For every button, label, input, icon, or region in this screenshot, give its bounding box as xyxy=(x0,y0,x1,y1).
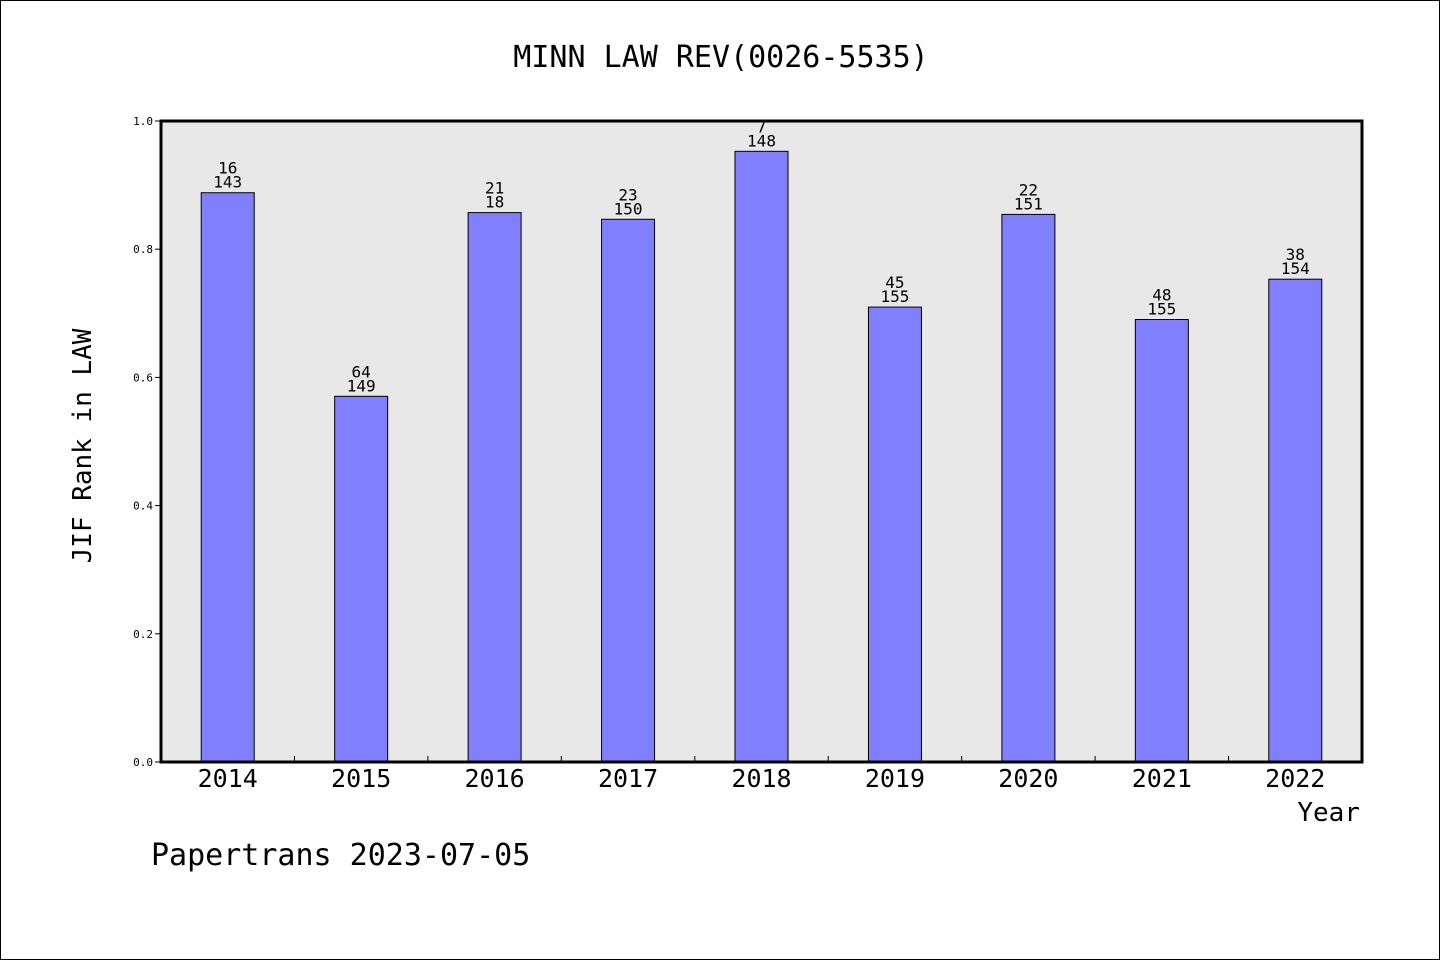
bar-total-label: 149 xyxy=(347,376,376,395)
y-tick-label: 0.6 xyxy=(133,371,153,384)
chart-title: MINN LAW REV(0026-5535) xyxy=(513,40,928,75)
footer-text: Papertrans 2023-07-05 xyxy=(151,838,530,873)
y-tick-label: 1.0 xyxy=(133,115,153,128)
bar-rank-label: 16 xyxy=(218,159,237,178)
x-tick-label: 2019 xyxy=(865,764,925,793)
bar-rank-label: 48 xyxy=(1152,286,1171,305)
x-tick-label: 2022 xyxy=(1265,764,1325,793)
x-tick-label: 2014 xyxy=(198,764,258,793)
bar-total-label: 18 xyxy=(485,193,504,212)
bar-total-label: 151 xyxy=(1014,194,1043,213)
bar xyxy=(467,212,522,763)
bar-rank-label: 21 xyxy=(485,179,504,198)
plot-frame xyxy=(159,119,1364,764)
x-tick-label: 2021 xyxy=(1132,764,1192,793)
x-tick-label: 2015 xyxy=(331,764,391,793)
bar-rank-label: 7 xyxy=(757,117,767,136)
y-tick-label: 0.8 xyxy=(133,243,153,256)
bar xyxy=(200,192,255,763)
bar xyxy=(334,395,389,763)
bar-total-label: 154 xyxy=(1281,259,1310,278)
bar xyxy=(867,306,922,763)
bar-total-label: 143 xyxy=(213,173,242,192)
bar-rank-label: 38 xyxy=(1286,245,1305,264)
y-tick-label: 0.0 xyxy=(133,756,153,769)
bar xyxy=(734,150,789,763)
x-tick-label: 2016 xyxy=(465,764,525,793)
y-axis-title: JIF Rank in LAW xyxy=(68,328,98,563)
bar-total-label: 150 xyxy=(614,199,643,218)
bar xyxy=(1001,213,1056,763)
y-tick-label: 0.2 xyxy=(133,628,153,641)
bar-rank-label: 45 xyxy=(885,273,904,292)
bar-rank-label: 23 xyxy=(618,185,637,204)
bar-rank-label: 22 xyxy=(1019,180,1038,199)
bar-rank-label: 64 xyxy=(352,362,371,381)
x-tick-label: 2018 xyxy=(731,764,791,793)
bar xyxy=(1268,278,1323,763)
x-axis-title: Year xyxy=(1297,798,1360,828)
bar-total-label: 155 xyxy=(1147,300,1176,319)
x-tick-label: 2017 xyxy=(598,764,658,793)
bar-total-label: 155 xyxy=(880,287,909,306)
bar xyxy=(1134,319,1189,763)
bar-total-label: 148 xyxy=(747,131,776,150)
x-tick-label: 2020 xyxy=(998,764,1058,793)
bar xyxy=(601,218,656,763)
y-tick-label: 0.4 xyxy=(133,500,153,513)
